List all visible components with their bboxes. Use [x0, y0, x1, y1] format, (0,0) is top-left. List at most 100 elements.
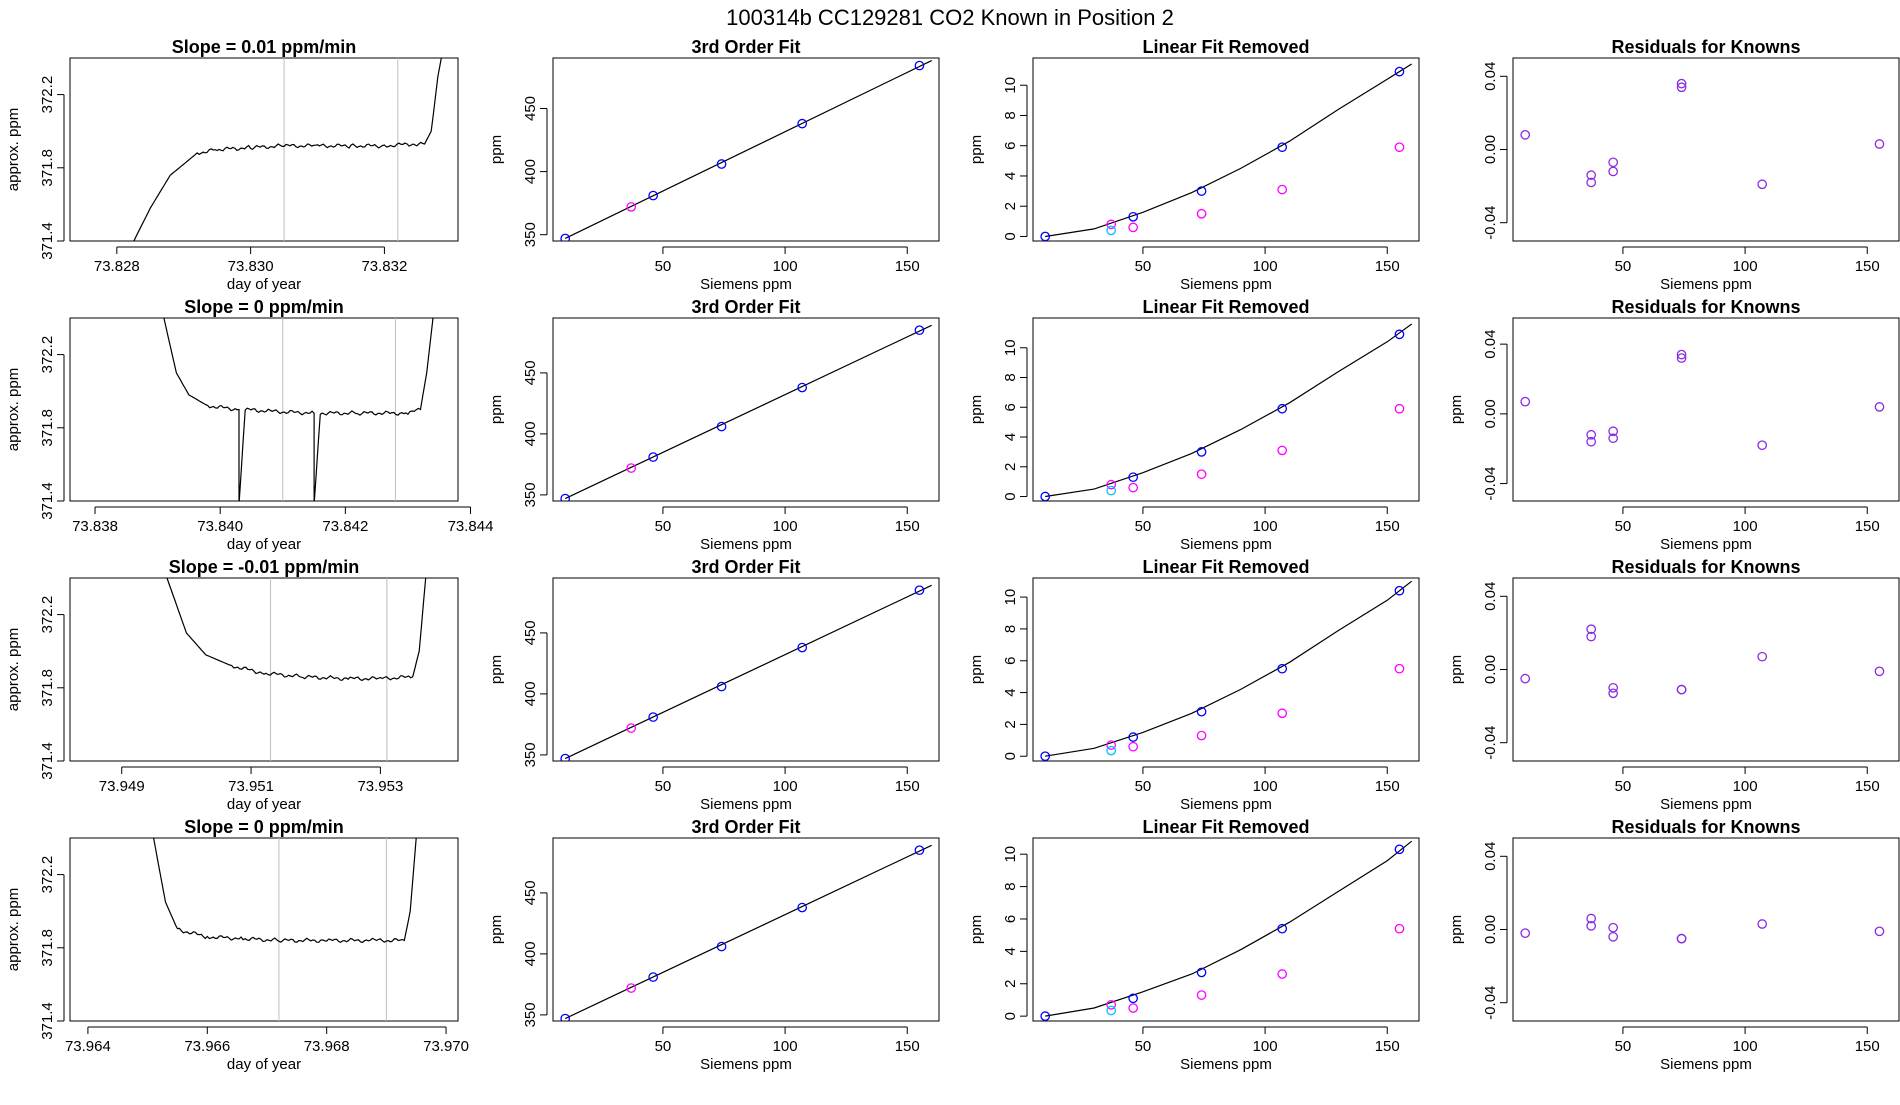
plot-area: [1520, 349, 1885, 451]
x-axis-label: Siemens ppm: [1180, 536, 1272, 553]
data-point-blue: [797, 118, 808, 129]
y-tick-label: 10: [1002, 589, 1019, 606]
x-tick-label: 73.830: [228, 258, 274, 275]
x-tick-label: 150: [895, 778, 920, 795]
data-point-magenta: [1394, 403, 1405, 414]
data-point-purple: [1608, 166, 1619, 177]
plot-area: [133, 58, 442, 241]
data-point-blue: [1196, 447, 1207, 457]
data-point-blue: [1277, 923, 1288, 934]
y-tick-label: 400: [522, 941, 539, 966]
plot-frame: [552, 837, 940, 1022]
plot-frame: [69, 837, 459, 1022]
panel-title: 3rd Order Fit: [691, 37, 800, 57]
x-tick-label: 50: [1615, 778, 1632, 795]
data-point-blue: [1040, 231, 1051, 241]
data-point-magenta: [626, 723, 637, 733]
x-axis-label: Siemens ppm: [700, 1056, 792, 1073]
data-point-blue: [1394, 66, 1405, 77]
data-point-blue: [1196, 967, 1207, 978]
y-tick-label: 0.04: [1482, 62, 1499, 91]
data-point-blue: [1277, 142, 1288, 153]
y-axis-label: ppm: [1448, 655, 1465, 684]
x-tick-label: 150: [895, 518, 920, 535]
x-tick-label: 100: [1733, 518, 1758, 535]
panel-title: Residuals for Knowns: [1611, 297, 1800, 317]
data-point-purple: [1608, 688, 1619, 699]
data-point-purple: [1676, 349, 1687, 360]
x-tick-label: 100: [1733, 258, 1758, 275]
data-point-purple: [1520, 396, 1531, 407]
x-axis-label: day of year: [227, 1056, 301, 1073]
plot-frame: [1032, 837, 1420, 1022]
plot-frame: [1032, 317, 1420, 502]
x-tick-label: 100: [1253, 778, 1278, 795]
y-tick-label: 0.00: [1482, 399, 1499, 428]
y-tick-label: 10: [1002, 846, 1019, 863]
y-tick-label: 371.8: [39, 929, 56, 967]
data-point-blue: [1128, 211, 1139, 222]
x-tick-label: 73.844: [448, 518, 494, 535]
x-tick-label: 73.842: [322, 518, 368, 535]
panel-title: Linear Fit Removed: [1142, 37, 1309, 57]
y-tick-label: 371.4: [39, 742, 56, 780]
data-point-blue: [1128, 472, 1139, 483]
plot-area: [163, 318, 434, 501]
panel-4-1: Slope = 0 ppm/min 73.964 73.966 73.968 73.97…: [5, 817, 469, 1073]
data-point-magenta: [1277, 184, 1288, 195]
data-point-magenta: [626, 202, 637, 212]
data-point-purple: [1676, 78, 1687, 89]
y-tick-label: 350: [522, 222, 539, 247]
y-tick-label: 0.04: [1482, 330, 1499, 359]
data-point-magenta: [1196, 208, 1207, 219]
data-point-magenta: [1106, 999, 1117, 1010]
concentration-trace: [153, 838, 417, 944]
y-tick-label: 6: [1002, 915, 1019, 923]
y-tick-label: 0: [1002, 1012, 1019, 1020]
data-point-purple: [1874, 926, 1885, 937]
panel-2-1: Slope = 0 ppm/min 73.838 73.840 73.842 73.84…: [5, 297, 493, 553]
y-tick-label: 4: [1002, 433, 1019, 441]
plot-area: [560, 584, 932, 761]
y-tick-label: -0.04: [1482, 726, 1499, 760]
data-point-blue: [1394, 329, 1405, 340]
x-tick-label: 100: [773, 518, 798, 535]
y-tick-label: 6: [1002, 403, 1019, 411]
x-tick-label: 150: [1855, 1038, 1880, 1055]
y-axis-label: ppm: [968, 915, 985, 944]
x-tick-label: 50: [1615, 1038, 1632, 1055]
y-tick-label: 0.00: [1482, 915, 1499, 944]
y-axis-label: ppm: [488, 915, 505, 944]
figure-title: 100314b CC129281 CO2 Known in Position 2: [726, 5, 1174, 30]
x-tick-label: 150: [1375, 258, 1400, 275]
fit-line: [564, 844, 932, 1020]
y-axis-label: approx. ppm: [5, 368, 22, 451]
x-tick-label: 50: [655, 1038, 672, 1055]
x-tick-label: 73.828: [94, 258, 140, 275]
y-axis-label: ppm: [488, 135, 505, 164]
fit-line: [564, 584, 932, 760]
y-tick-label: -0.04: [1482, 206, 1499, 240]
x-tick-label: 73.966: [184, 1038, 230, 1055]
data-point-purple: [1874, 402, 1885, 412]
data-point-purple: [1757, 919, 1768, 929]
fit-curve: [1045, 840, 1413, 1017]
x-tick-label: 73.832: [361, 258, 407, 275]
fit-line: [564, 59, 932, 240]
panel-title: Linear Fit Removed: [1142, 297, 1309, 317]
y-axis-label: ppm: [968, 135, 985, 164]
y-tick-label: 10: [1002, 77, 1019, 94]
x-tick-label: 73.951: [228, 778, 274, 795]
data-point-purple: [1757, 651, 1768, 662]
data-point-purple: [1608, 433, 1619, 444]
data-point-blue: [1394, 844, 1405, 855]
y-tick-label: 0: [1002, 752, 1019, 760]
y-tick-label: 4: [1002, 688, 1019, 696]
x-tick-label: 50: [655, 778, 672, 795]
y-axis-label: approx. ppm: [5, 628, 22, 711]
y-tick-label: 400: [522, 681, 539, 706]
panel-4-3: Linear Fit Removed 50 100 150 Siemens ppm 0 2 4…: [968, 817, 1420, 1073]
x-tick-label: 150: [1855, 518, 1880, 535]
y-tick-label: 8: [1002, 373, 1019, 381]
